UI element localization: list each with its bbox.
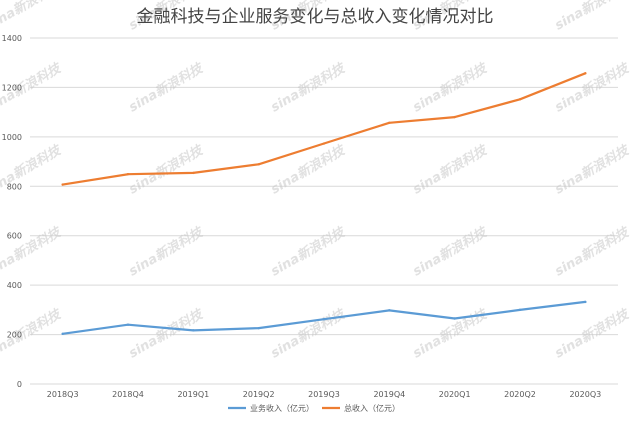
data-point	[192, 329, 195, 332]
y-tick-label: 1200	[2, 83, 22, 92]
y-tick-label: 1000	[2, 133, 22, 142]
data-point	[584, 300, 587, 304]
data-point	[584, 72, 587, 75]
watermark-logo: sina新浪科技	[410, 141, 491, 197]
data-point	[257, 326, 260, 330]
data-point	[192, 171, 195, 175]
legend-label: 总收入（亿元）	[344, 403, 400, 413]
data-point	[126, 172, 130, 176]
y-tick-label: 1400	[2, 34, 22, 43]
x-tick-label: 2020Q2	[504, 390, 536, 399]
watermark-logo: sina新浪科技	[552, 305, 630, 361]
x-tick-label: 2019Q2	[243, 390, 275, 399]
data-point	[61, 183, 64, 186]
watermark-logo: sina新浪科技	[126, 305, 207, 361]
data-point	[518, 308, 522, 312]
data-point	[518, 98, 522, 101]
data-point	[126, 323, 130, 326]
x-tick-label: 2018Q4	[112, 390, 144, 399]
y-tick-label: 200	[7, 331, 22, 340]
x-tick-label: 2019Q1	[177, 390, 209, 399]
x-tick-label: 2018Q3	[47, 390, 79, 399]
data-point	[257, 163, 260, 166]
data-point	[388, 309, 391, 312]
watermark-logo: sina新浪科技	[552, 223, 630, 279]
watermark-logo: sina新浪科技	[552, 141, 630, 197]
data-point	[388, 121, 391, 124]
data-point	[322, 318, 326, 321]
legend-label: 业务收入（亿元）	[250, 403, 314, 413]
x-tick-label: 2020Q1	[439, 390, 471, 399]
y-tick-label: 0	[17, 380, 22, 389]
x-tick-label: 2019Q4	[373, 390, 405, 399]
y-tick-label: 600	[7, 232, 22, 241]
y-tick-label: 800	[7, 182, 22, 191]
data-point	[322, 142, 326, 145]
data-point	[61, 332, 64, 336]
data-point	[453, 317, 456, 320]
watermark-logo: sina新浪科技	[268, 305, 349, 361]
y-tick-label: 400	[7, 281, 22, 290]
watermark-logo: sina新浪科技	[126, 223, 207, 279]
watermark-logo: sina新浪科技	[268, 141, 349, 197]
watermark-logo: sina新浪科技	[0, 0, 65, 33]
data-point	[453, 115, 456, 119]
x-tick-label: 2019Q3	[308, 390, 340, 399]
chart-title: 金融科技与企业服务变化与总收入变化情况对比	[137, 7, 494, 27]
watermark-logo: sina新浪科技	[126, 141, 207, 197]
watermark-logo: sina新浪科技	[410, 223, 491, 279]
watermark-logo: sina新浪科技	[552, 0, 630, 33]
x-tick-label: 2020Q3	[569, 390, 601, 399]
watermark-logo: sina新浪科技	[268, 223, 349, 279]
